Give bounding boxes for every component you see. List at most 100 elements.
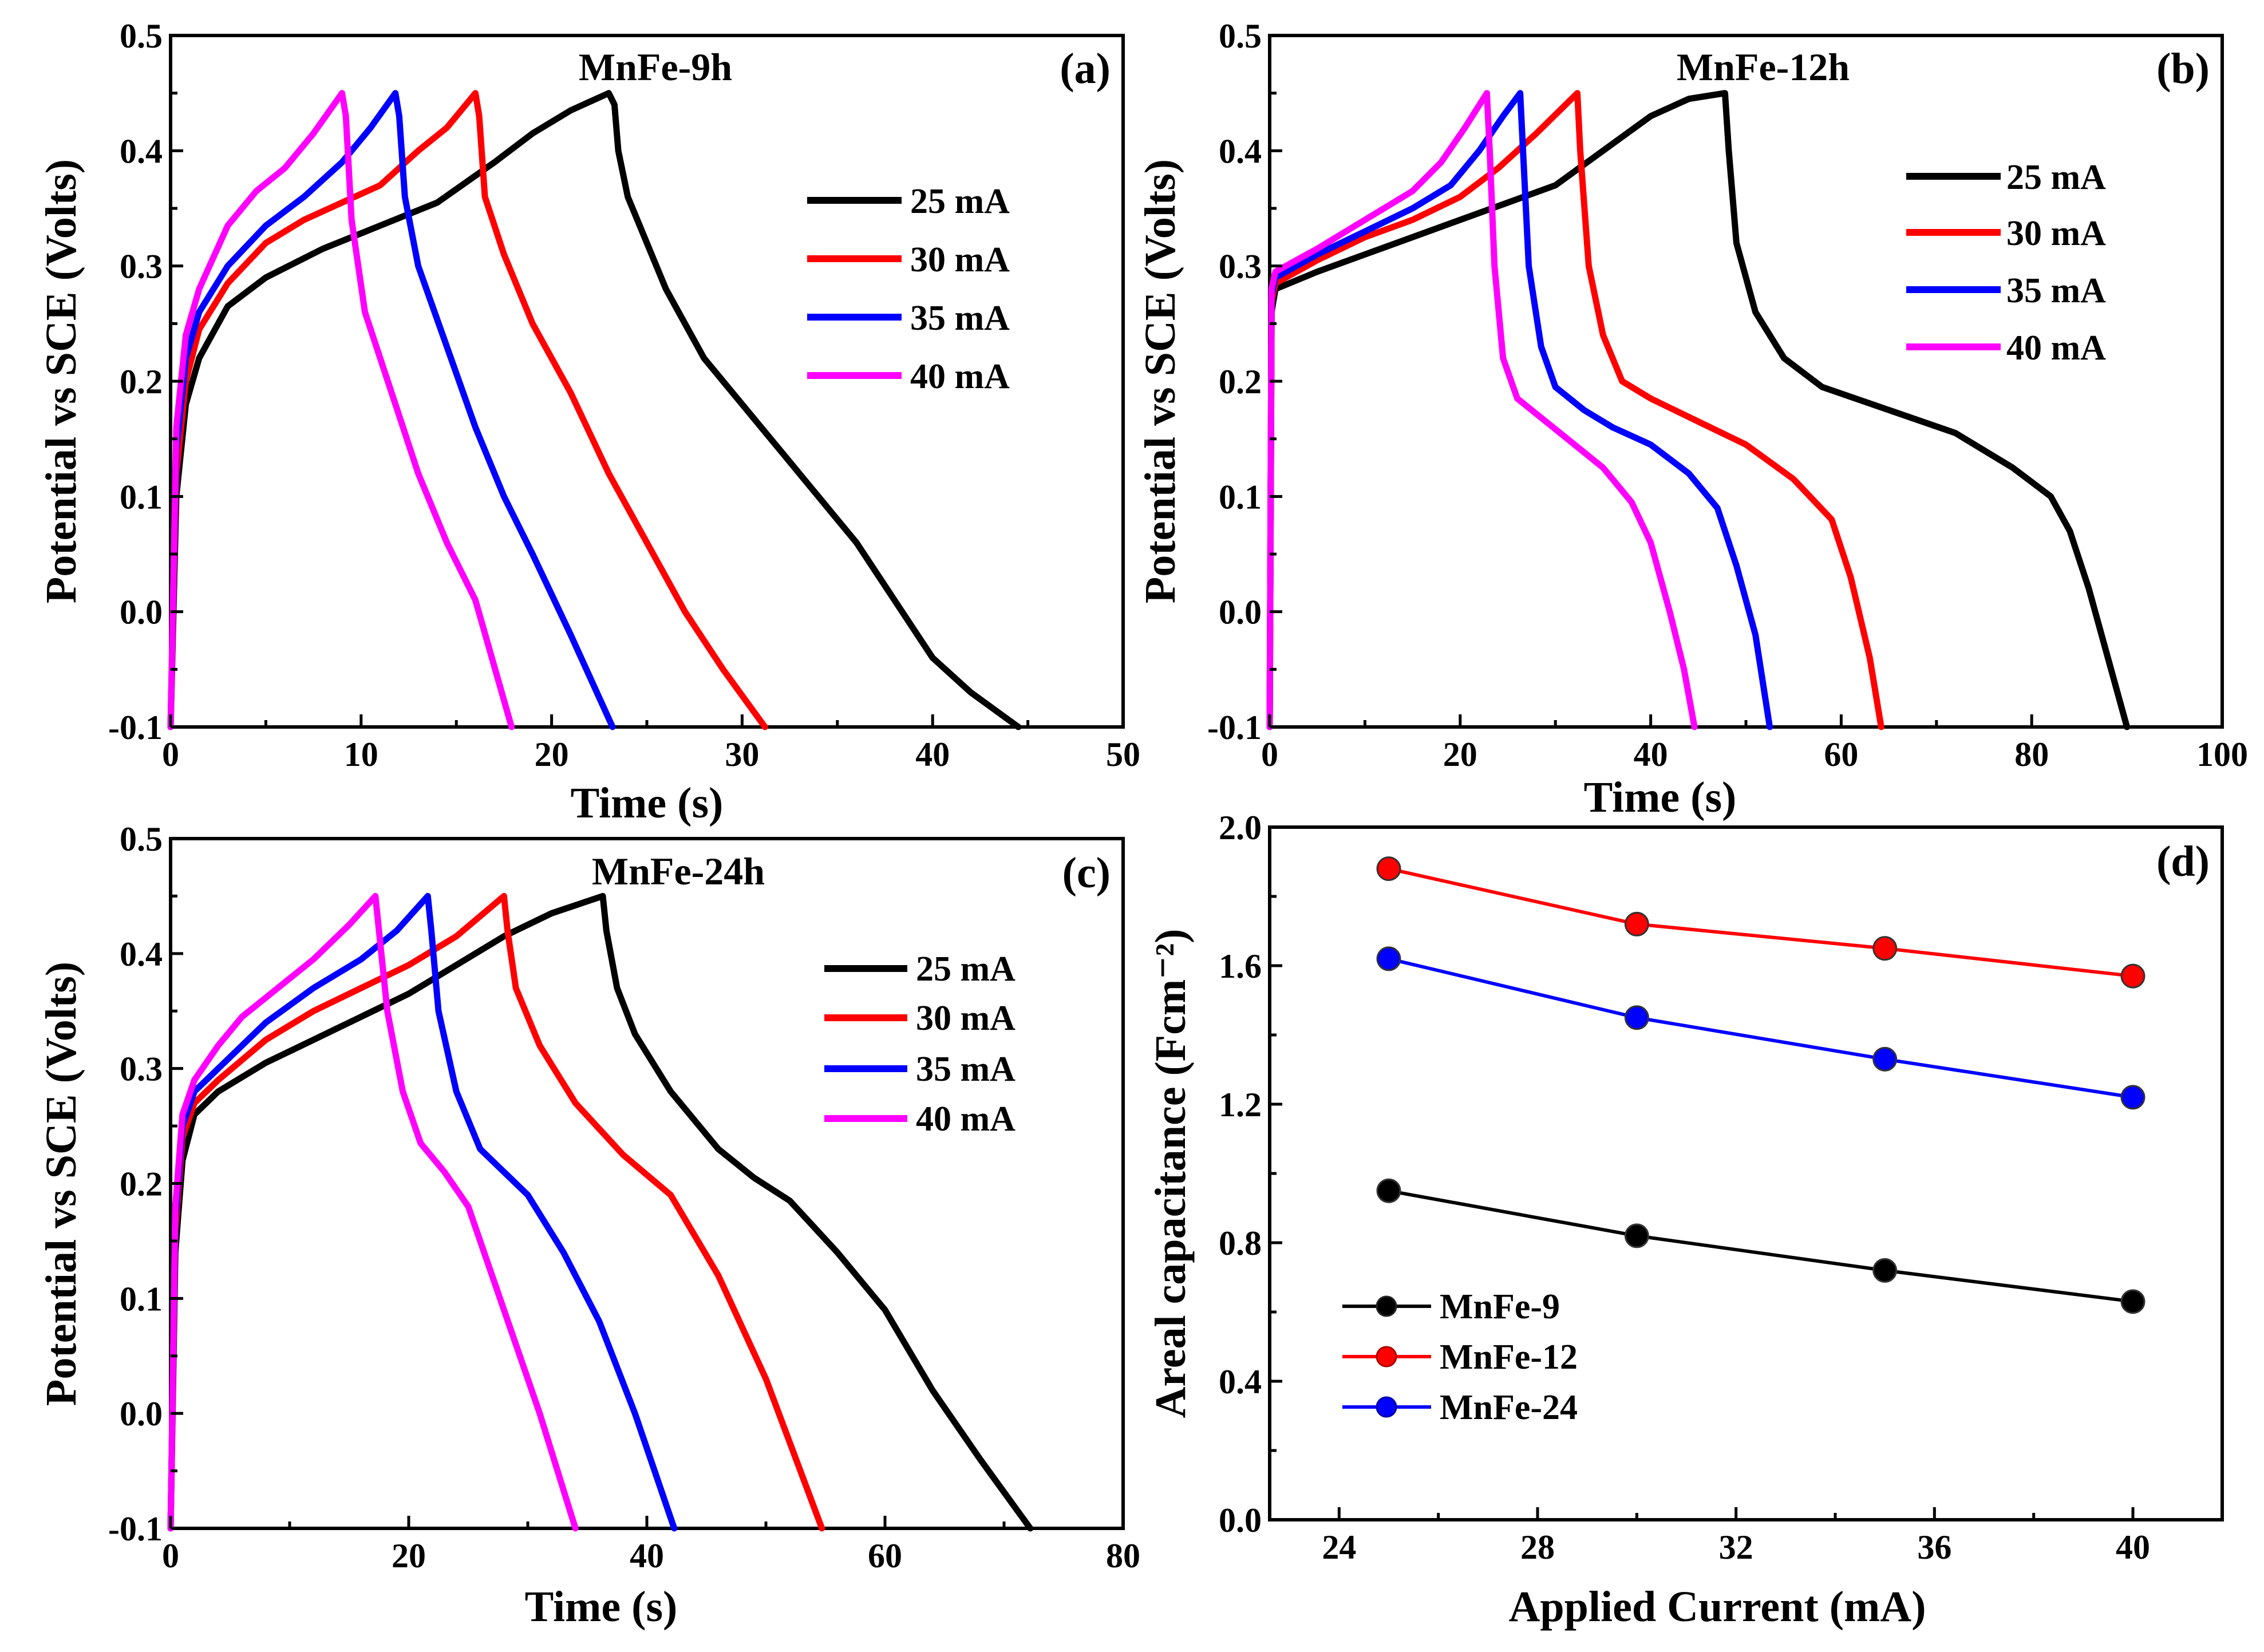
panel-a-series-25-ma — [167, 90, 1022, 730]
panel-b-ytick-label: 0.4 — [1219, 132, 1262, 170]
panel-d-point-mnfe-12 — [1376, 856, 1401, 882]
panel-a-legend: 25 mA 30 mA 35 mA 40 mA — [807, 182, 1010, 396]
panel-a-xtick-label: 50 — [1106, 736, 1140, 773]
panel-b-xtick-label: 80 — [2014, 736, 2049, 773]
panel-c-series-30-ma — [167, 892, 825, 1532]
panel-b-series-35-ma — [1266, 90, 1773, 730]
panel-c-letter: (c) — [1062, 849, 1111, 897]
panel-a-ticks: 0 10 20 30 40 50 -0.1 0.0 0.1 0.2 0.3 0.4 0.5 — [108, 17, 1140, 773]
panel-c-xtick-label: 60 — [868, 1537, 902, 1575]
legend-b-25ma-label: 25 mA — [2006, 158, 2106, 197]
panel-b-frame — [1268, 34, 2224, 729]
panel-d-ytick-label: 1.2 — [1219, 1086, 1262, 1124]
panel-c-frame — [169, 837, 1125, 1530]
panel-d-ytick-label: 2.0 — [1219, 809, 1262, 847]
panel-a-ytick-label: 0.0 — [120, 594, 163, 631]
panel-b-title: MnFe-12h — [1677, 45, 1850, 89]
panel-a-ytick-label: 0.2 — [120, 363, 163, 401]
panel-a-ytick-label: 0.5 — [120, 17, 163, 55]
panel-d-point-mnfe-24 — [1376, 946, 1401, 971]
legend-a-40ma-label: 40 mA — [910, 357, 1010, 396]
panel-b-series-25-ma — [1266, 90, 2131, 730]
panel-d-point-mnfe-12 — [1872, 936, 1898, 961]
legend-d-mnfe9-marker — [1376, 1295, 1397, 1317]
panel-d-point-mnfe-24 — [2120, 1085, 2146, 1110]
panel-b-ylabel: Potential vs SCE (Volts) — [1136, 159, 1184, 603]
panel-a-ytick-label: 0.4 — [120, 132, 163, 170]
panel-a-xtick-label: 0 — [162, 736, 179, 773]
panel-c-ytick-label: 0.5 — [120, 820, 163, 858]
panel-d-xtick-label: 32 — [1719, 1528, 1753, 1566]
panel-c-ytick-label: 0.1 — [120, 1280, 163, 1318]
panel-d-point-mnfe-9 — [1624, 1223, 1649, 1248]
panel-c-ytick-label: 0.2 — [120, 1165, 163, 1203]
panel-a-series-40-ma — [167, 90, 515, 730]
panel-b-series-30-ma — [1266, 90, 1884, 730]
legend-d-mnfe12-marker — [1376, 1346, 1397, 1368]
panel-d-ytick-label: 1.6 — [1219, 947, 1262, 985]
panel-c-ytick-label: 0.0 — [120, 1395, 163, 1433]
legend-d-mnfe24-marker — [1376, 1396, 1397, 1418]
panel-d-xtick-label: 36 — [1917, 1528, 1951, 1566]
panel-d-xlabel: Applied Current (mA) — [1508, 1583, 1926, 1631]
legend-a-30ma-label: 30 mA — [910, 240, 1010, 279]
panel-d-frame — [1268, 825, 2224, 1521]
legend-c-25ma-label: 25 mA — [916, 950, 1016, 989]
panel-d-ytick-label: 0.8 — [1219, 1224, 1262, 1262]
panel-c-xlabel: Time (s) — [525, 1583, 678, 1631]
panel-b-series-40-ma — [1266, 90, 1698, 730]
panel-a-xlabel: Time (s) — [571, 779, 724, 827]
panel-d-ytick-label: 0.0 — [1219, 1501, 1262, 1539]
legend-b-40ma-label: 40 mA — [2006, 329, 2106, 367]
panel-d-point-mnfe-24 — [1624, 1005, 1649, 1030]
panel-a-title: MnFe-9h — [579, 45, 732, 89]
panel-c-ytick-label: 0.3 — [120, 1050, 163, 1088]
panel-c-ytick-label: 0.4 — [120, 935, 163, 973]
panel-a-series-35-ma — [167, 90, 616, 730]
legend-d-mnfe9-label: MnFe-9 — [1440, 1287, 1560, 1326]
panel-a-ytick-label: 0.1 — [120, 478, 163, 516]
panel-a-xtick-label: 20 — [535, 736, 569, 773]
panel-d-point-mnfe-12 — [1624, 911, 1649, 936]
panel-c-title: MnFe-24h — [592, 849, 765, 893]
panel-c-xtick-label: 0 — [162, 1537, 179, 1575]
panel-c-ytick-label: -0.1 — [108, 1510, 163, 1548]
legend-a-35ma-label: 35 mA — [910, 299, 1010, 338]
panel-a-xtick-label: 10 — [344, 736, 378, 773]
panel-d-series — [1376, 856, 2146, 1314]
legend-c-35ma-label: 35 mA — [916, 1050, 1016, 1089]
panel-b-series — [1266, 90, 2131, 730]
panel-a-series — [167, 90, 1022, 730]
panel-a-xtick-label: 30 — [725, 736, 759, 773]
panel-b-xtick-label: 40 — [1634, 736, 1668, 773]
panel-d-ytick-label: 0.4 — [1219, 1363, 1262, 1401]
panel-b-ytick-label: 0.2 — [1219, 363, 1262, 401]
legend-d-mnfe24-label: MnFe-24 — [1440, 1388, 1578, 1427]
panel-d-legend: MnFe-9 MnFe-12 MnFe-24 — [1342, 1287, 1578, 1427]
panel-c: 0 20 40 60 80 -0.1 0.0 0.1 0.2 0.3 0.4 0.5 MnFe-24h… — [37, 820, 1140, 1631]
panel-b-xlabel: Time (s) — [1584, 773, 1737, 821]
panel-b-ytick-label: 0.1 — [1219, 478, 1262, 516]
panel-d: 24 28 32 36 40 0.0 0.4 0.8 1.2 1.6 2.0 (d) Applied… — [1147, 809, 2224, 1631]
panel-b: 0 20 40 60 80 100 -0.1 0.0 0.1 0.2 0.3 0.4 0.5 MnFe-… — [1136, 17, 2248, 821]
panel-d-series-mnfe-12 — [1387, 867, 2135, 978]
panel-c-series-40-ma — [167, 892, 579, 1532]
panel-d-point-mnfe-12 — [2120, 963, 2146, 989]
panel-b-letter: (b) — [2156, 45, 2210, 93]
legend-a-25ma-label: 25 mA — [910, 182, 1010, 221]
panel-c-series-35-ma — [167, 892, 678, 1532]
panel-d-point-mnfe-9 — [2120, 1289, 2146, 1314]
panel-a-letter: (a) — [1060, 45, 1111, 93]
panel-c-xtick-label: 20 — [392, 1537, 426, 1575]
panel-c-legend: 25 mA 30 mA 35 mA 40 mA — [824, 950, 1016, 1139]
panel-b-legend: 25 mA 30 mA 35 mA 40 mA — [1906, 158, 2106, 367]
panel-c-series-25-ma — [167, 892, 1034, 1532]
panel-d-point-mnfe-24 — [1872, 1046, 1898, 1072]
legend-b-35ma-label: 35 mA — [2006, 271, 2106, 310]
panel-d-xtick-label: 28 — [1520, 1528, 1555, 1566]
panel-d-ylabel: Areal capacitance (Fcm⁻²) — [1147, 929, 1195, 1418]
panel-b-xtick-label: 60 — [1824, 736, 1858, 773]
panel-a: 0 10 20 30 40 50 -0.1 0.0 0.1 0.2 0.3 0.4 0.5 MnFe-9… — [37, 17, 1140, 827]
panel-a-ytick-label: -0.1 — [108, 709, 163, 746]
